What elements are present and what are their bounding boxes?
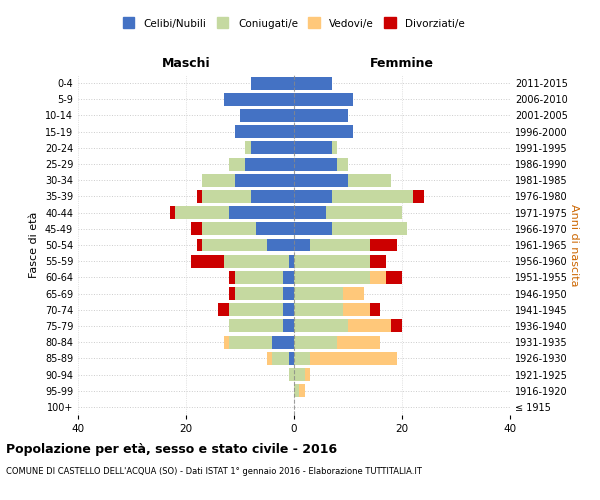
Bar xyxy=(294,320,348,332)
Bar xyxy=(235,271,283,284)
Bar xyxy=(294,206,326,219)
Bar xyxy=(348,320,391,332)
Bar xyxy=(343,287,364,300)
Text: Maschi: Maschi xyxy=(161,57,211,70)
Bar xyxy=(267,352,272,365)
Bar xyxy=(294,271,370,284)
Bar xyxy=(332,142,337,154)
Bar xyxy=(229,304,283,316)
Bar xyxy=(240,109,294,122)
Bar xyxy=(294,174,348,186)
Bar xyxy=(294,76,332,90)
Bar xyxy=(245,142,251,154)
Text: Femmine: Femmine xyxy=(370,57,434,70)
Bar xyxy=(197,190,202,203)
Bar xyxy=(224,93,294,106)
Bar xyxy=(272,336,294,348)
Bar xyxy=(294,222,332,235)
Bar xyxy=(326,206,402,219)
Bar xyxy=(294,93,353,106)
Bar xyxy=(305,368,310,381)
Bar xyxy=(294,304,343,316)
Legend: Celibi/Nubili, Coniugati/e, Vedovi/e, Divorziati/e: Celibi/Nubili, Coniugati/e, Vedovi/e, Di… xyxy=(123,19,465,29)
Bar xyxy=(229,206,294,219)
Bar xyxy=(202,222,256,235)
Bar xyxy=(229,320,283,332)
Bar xyxy=(370,238,397,252)
Bar xyxy=(235,287,283,300)
Bar xyxy=(229,271,235,284)
Bar xyxy=(283,304,294,316)
Text: Popolazione per età, sesso e stato civile - 2016: Popolazione per età, sesso e stato civil… xyxy=(6,442,337,456)
Bar xyxy=(294,142,332,154)
Bar xyxy=(294,125,353,138)
Bar xyxy=(283,320,294,332)
Bar xyxy=(175,206,229,219)
Bar xyxy=(202,238,267,252)
Bar xyxy=(294,336,337,348)
Bar xyxy=(310,238,370,252)
Bar xyxy=(294,287,343,300)
Bar xyxy=(310,352,397,365)
Bar xyxy=(191,254,224,268)
Bar xyxy=(337,336,380,348)
Bar xyxy=(413,190,424,203)
Bar xyxy=(202,190,251,203)
Bar xyxy=(294,254,370,268)
Bar xyxy=(245,158,294,170)
Bar xyxy=(170,206,175,219)
Bar xyxy=(224,336,229,348)
Bar xyxy=(229,287,235,300)
Bar xyxy=(294,158,337,170)
Bar xyxy=(283,287,294,300)
Bar xyxy=(235,125,294,138)
Bar xyxy=(229,158,245,170)
Bar xyxy=(391,320,402,332)
Bar xyxy=(370,254,386,268)
Bar xyxy=(251,190,294,203)
Bar xyxy=(229,336,272,348)
Text: COMUNE DI CASTELLO DELL'ACQUA (SO) - Dati ISTAT 1° gennaio 2016 - Elaborazione T: COMUNE DI CASTELLO DELL'ACQUA (SO) - Dat… xyxy=(6,468,422,476)
Bar xyxy=(202,174,235,186)
Bar xyxy=(294,384,299,397)
Bar xyxy=(235,174,294,186)
Bar xyxy=(294,238,310,252)
Bar xyxy=(283,271,294,284)
Bar xyxy=(289,368,294,381)
Bar xyxy=(337,158,348,170)
Bar xyxy=(332,190,413,203)
Bar xyxy=(251,142,294,154)
Bar xyxy=(197,238,202,252)
Bar xyxy=(218,304,229,316)
Bar xyxy=(191,222,202,235)
Bar xyxy=(289,352,294,365)
Bar xyxy=(370,304,380,316)
Bar xyxy=(294,109,348,122)
Bar xyxy=(370,271,386,284)
Bar xyxy=(294,368,305,381)
Bar xyxy=(299,384,305,397)
Bar xyxy=(256,222,294,235)
Bar xyxy=(251,76,294,90)
Bar xyxy=(224,254,289,268)
Bar xyxy=(289,254,294,268)
Bar xyxy=(294,190,332,203)
Bar xyxy=(272,352,289,365)
Y-axis label: Anni di nascita: Anni di nascita xyxy=(569,204,579,286)
Bar xyxy=(332,222,407,235)
Bar xyxy=(294,352,310,365)
Bar xyxy=(348,174,391,186)
Bar xyxy=(386,271,402,284)
Bar xyxy=(343,304,370,316)
Y-axis label: Fasce di età: Fasce di età xyxy=(29,212,39,278)
Bar xyxy=(267,238,294,252)
